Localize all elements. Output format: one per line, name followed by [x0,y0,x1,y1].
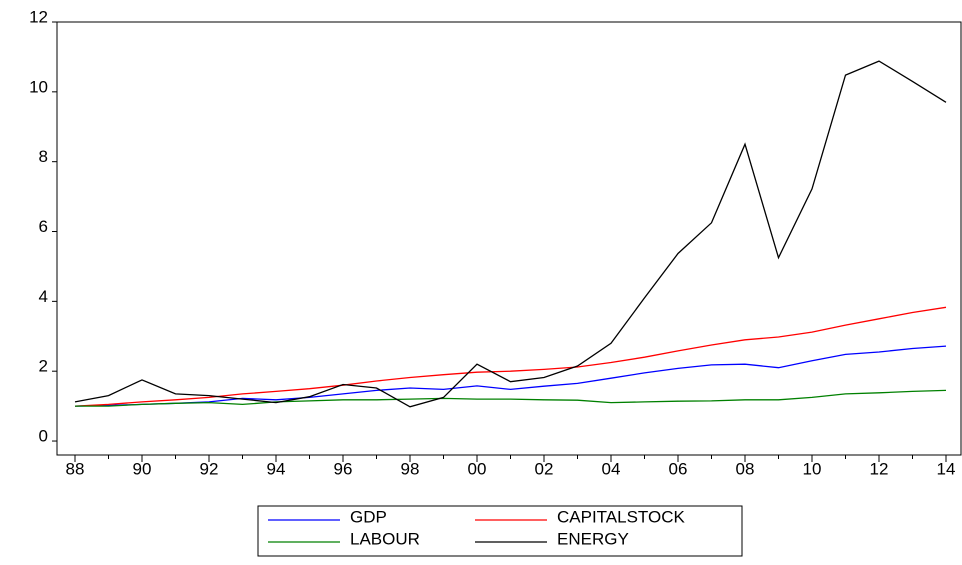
series-line [74,60,947,408]
y-tick-label: 10 [29,77,48,96]
y-tick-label: 6 [39,217,48,236]
x-tick-label: 88 [66,459,85,478]
y-tick-label: 12 [29,7,48,26]
x-tick-label: 90 [133,459,152,478]
legend-label: ENERGY [557,529,629,548]
x-tick-label: 08 [736,459,755,478]
x-tick-label: 10 [803,459,822,478]
y-tick-label: 2 [39,357,48,376]
y-tick-label: 0 [39,427,48,446]
series-line [74,345,947,407]
x-tick-label: 98 [401,459,420,478]
x-tick-label: 12 [870,459,889,478]
x-tick-label: 00 [468,459,487,478]
x-tick-label: 92 [200,459,219,478]
legend-label: LABOUR [350,529,420,548]
x-tick-label: 06 [669,459,688,478]
series-line [75,389,947,407]
y-tick-label: 4 [39,287,48,306]
x-tick-label: 96 [334,459,353,478]
plot-frame [56,21,962,456]
x-tick-label: 14 [937,459,956,478]
y-tick-label: 8 [39,147,48,166]
x-tick-label: 94 [267,459,286,478]
legend-box [257,505,743,557]
x-tick-label: 02 [535,459,554,478]
x-tick-label: 04 [602,459,621,478]
series-line [74,306,947,407]
legend-label: CAPITALSTOCK [557,507,686,526]
legend-label: GDP [350,507,387,526]
